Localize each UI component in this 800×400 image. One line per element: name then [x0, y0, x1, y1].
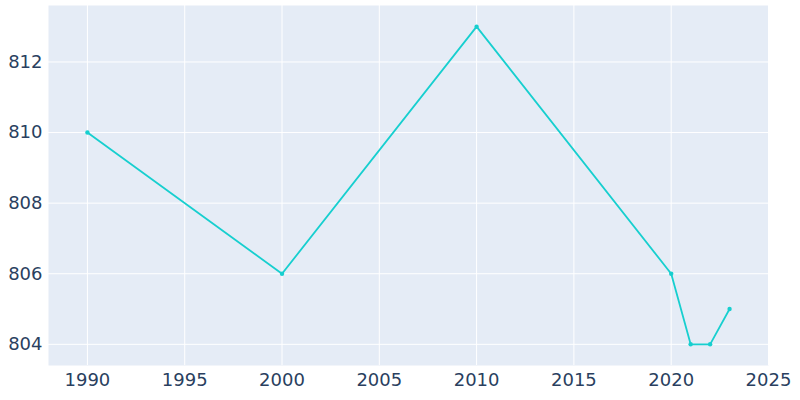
svg-text:2010: 2010: [454, 369, 500, 390]
svg-text:2020: 2020: [648, 369, 694, 390]
svg-text:1990: 1990: [65, 369, 111, 390]
svg-text:1995: 1995: [162, 369, 208, 390]
svg-text:2015: 2015: [551, 369, 597, 390]
svg-text:808: 808: [8, 192, 42, 213]
svg-text:806: 806: [8, 262, 42, 283]
svg-text:812: 812: [8, 51, 42, 72]
svg-text:810: 810: [8, 121, 42, 142]
svg-text:2005: 2005: [356, 369, 402, 390]
svg-text:2000: 2000: [259, 369, 305, 390]
svg-text:804: 804: [8, 333, 42, 354]
svg-text:2025: 2025: [746, 369, 792, 390]
